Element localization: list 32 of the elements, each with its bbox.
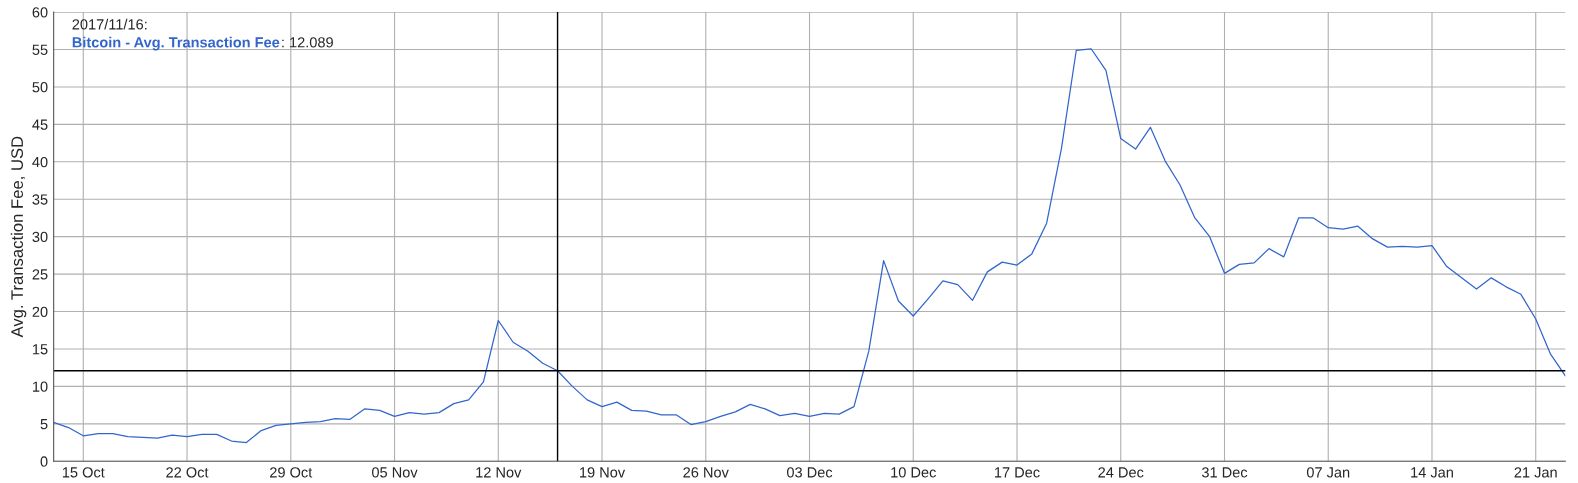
text: Bitcoin - Avg. Transaction Fee — [72, 36, 280, 51]
y-tick-label: 10 — [32, 381, 48, 392]
x-tick-label: 24 Dec — [1098, 467, 1144, 478]
x-tick-label: 29 Oct — [270, 467, 313, 478]
annotation: 2017/11/16: — [72, 18, 147, 30]
x-tick-label: 21 Jan — [1514, 467, 1557, 478]
y-tick-label: 60 — [32, 7, 48, 18]
x-tick-label: 03 Dec — [786, 467, 833, 478]
y-tick-label: 50 — [32, 82, 48, 93]
y-tick-label: 5 — [40, 419, 48, 430]
y-tick-label: 0 — [40, 456, 48, 467]
x-tick-label: 26 Nov — [683, 467, 729, 478]
y-tick-label: 25 — [32, 269, 48, 280]
x-tick-label: 31 Dec — [1201, 467, 1248, 478]
y-tick-label: 15 — [32, 344, 48, 355]
x-tick-label: 14 Jan — [1411, 467, 1453, 478]
y-tick-label: 35 — [32, 194, 48, 205]
x-tick-label: 22 Oct — [166, 467, 209, 478]
x-tick-label: 19 Nov — [580, 467, 626, 478]
y-tick-label: 45 — [32, 119, 48, 130]
y-tick-label: 30 — [32, 231, 48, 243]
y-tick-label: 20 — [32, 306, 48, 317]
y-axis-title: Avg. Transaction Fee, USD — [10, 136, 27, 338]
x-tick-label: 05 Nov — [372, 467, 418, 478]
x-tick-label: 15 Oct — [62, 467, 105, 478]
annotation: : 12.089 — [282, 37, 333, 48]
x-tick-label: 10 Dec — [891, 467, 936, 478]
x-tick-label: 07 Jan — [1306, 467, 1350, 478]
x-tick-label: 17 Dec — [995, 467, 1040, 478]
x-tick-label: 12 Nov — [476, 467, 522, 478]
y-tick-label: 40 — [32, 156, 48, 168]
y-tick-label: 55 — [32, 44, 48, 55]
